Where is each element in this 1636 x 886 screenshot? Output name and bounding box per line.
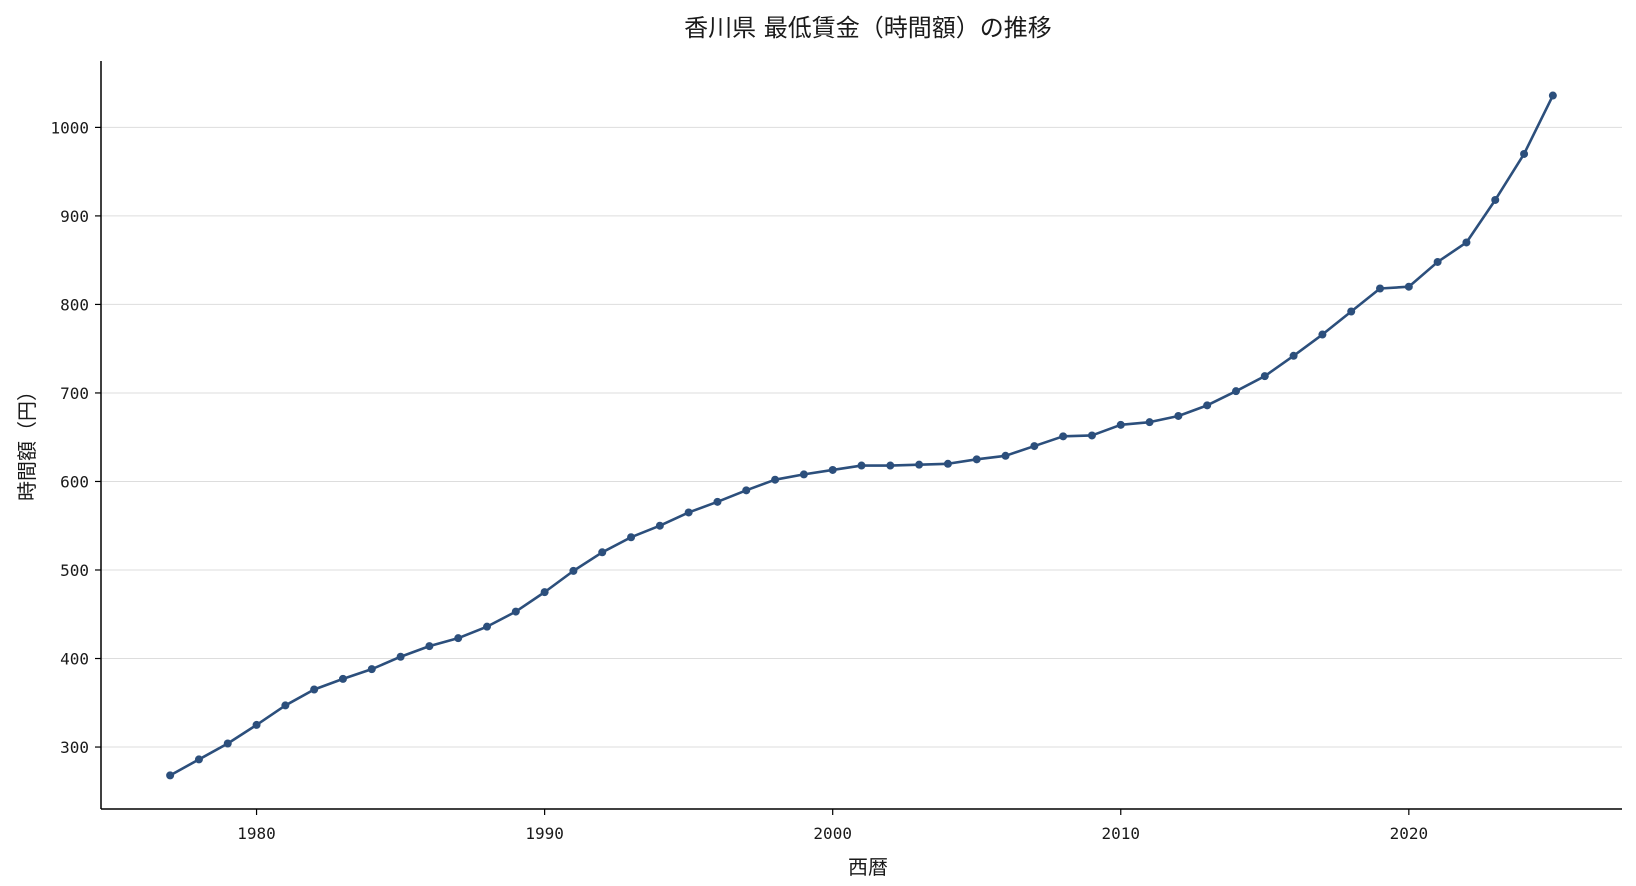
x-axis-label: 西暦 xyxy=(848,855,888,879)
data-point xyxy=(569,566,578,575)
data-point xyxy=(598,548,607,557)
data-point xyxy=(310,685,319,694)
data-point xyxy=(1231,387,1240,396)
data-point xyxy=(223,739,232,748)
data-point xyxy=(1145,418,1154,427)
data-point xyxy=(972,455,981,464)
data-point xyxy=(252,720,261,729)
data-point xyxy=(915,460,924,469)
data-point xyxy=(194,755,203,764)
data-point xyxy=(684,508,693,517)
data-point xyxy=(655,521,664,530)
data-point xyxy=(771,475,780,484)
data-point xyxy=(799,470,808,479)
data-point xyxy=(1116,420,1125,429)
data-point xyxy=(742,486,751,495)
data-point xyxy=(396,652,405,661)
data-point xyxy=(1404,282,1413,291)
data-point xyxy=(828,465,837,474)
x-tick-label: 2020 xyxy=(1390,824,1429,843)
data-point xyxy=(886,461,895,470)
data-point xyxy=(857,461,866,470)
gridlines xyxy=(101,126,1622,748)
data-point xyxy=(454,634,463,643)
ticks: 300 400 500 600 700 800 900 1000 1980 1990 2000 201… xyxy=(50,118,1428,843)
y-tick-label: 400 xyxy=(60,650,89,669)
x-tick-label: 2010 xyxy=(1101,824,1140,843)
y-tick-label: 600 xyxy=(60,472,89,491)
data-point xyxy=(1433,257,1442,266)
data-point xyxy=(338,674,347,683)
data-point xyxy=(713,497,722,506)
data-point xyxy=(1491,195,1500,204)
data-point xyxy=(511,607,520,616)
series-layer xyxy=(166,91,1557,780)
data-point xyxy=(1289,351,1298,360)
data-point xyxy=(540,588,549,597)
data-point xyxy=(166,771,175,780)
data-point xyxy=(1347,307,1356,316)
data-point xyxy=(943,459,952,468)
chart-title: 香川県 最低賃金（時間額）の推移 xyxy=(684,14,1052,42)
x-tick-label: 1990 xyxy=(525,824,564,843)
x-tick-label: 2000 xyxy=(813,824,852,843)
data-point xyxy=(1260,372,1269,381)
data-point xyxy=(281,701,290,710)
data-point xyxy=(1548,91,1557,100)
y-tick-label: 900 xyxy=(60,207,89,226)
y-tick-label: 300 xyxy=(60,738,89,757)
y-tick-label: 500 xyxy=(60,561,89,580)
data-point xyxy=(1520,149,1529,158)
data-point xyxy=(425,642,434,651)
data-point xyxy=(1001,451,1010,460)
data-point xyxy=(1059,432,1068,441)
axes xyxy=(100,61,1622,810)
y-tick-label: 700 xyxy=(60,384,89,403)
data-point xyxy=(367,665,376,674)
y-tick-label: 1000 xyxy=(50,118,89,137)
y-axis-label: 時間額（円） xyxy=(15,381,39,501)
series-line xyxy=(169,94,1555,777)
data-point xyxy=(1203,401,1212,410)
x-tick-label: 1980 xyxy=(237,824,276,843)
data-point xyxy=(1087,431,1096,440)
data-point xyxy=(1030,442,1039,451)
y-tick-label: 800 xyxy=(60,295,89,314)
data-point xyxy=(1174,411,1183,420)
data-point xyxy=(1376,284,1385,293)
data-point xyxy=(483,622,492,631)
data-point xyxy=(627,533,636,542)
data-point xyxy=(1318,330,1327,339)
data-point xyxy=(1462,238,1471,247)
